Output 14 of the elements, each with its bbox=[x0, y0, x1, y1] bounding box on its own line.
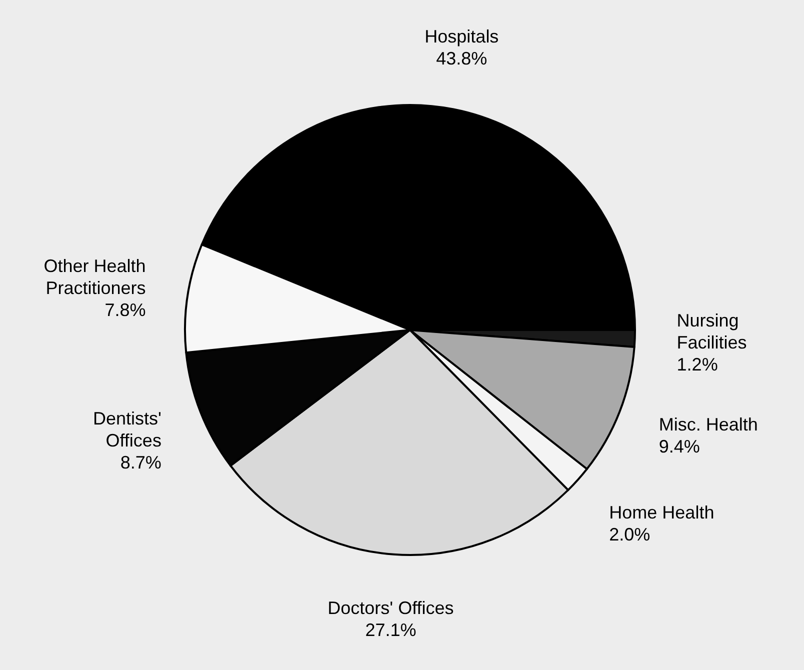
slice-label: Hospitals bbox=[424, 26, 499, 46]
slice-label: Doctors' Offices bbox=[328, 598, 454, 618]
data-label: 1.2% bbox=[676, 354, 718, 374]
data-label: 9.4% bbox=[658, 436, 700, 457]
data-label: 7.8% bbox=[104, 300, 146, 320]
slice-label: Nursing Facilities bbox=[676, 310, 747, 352]
data-label: 43.8% bbox=[436, 48, 488, 68]
slice-label: Other Health Practitioners bbox=[44, 256, 146, 298]
data-label: 27.1% bbox=[365, 620, 416, 640]
slice-label: Dentists' Offices bbox=[92, 408, 162, 451]
slice-label: Home Health bbox=[609, 502, 714, 522]
data-label: 8.7% bbox=[120, 452, 162, 473]
data-label: 2.0% bbox=[609, 524, 650, 544]
slice-label: Misc. Health bbox=[658, 414, 758, 435]
